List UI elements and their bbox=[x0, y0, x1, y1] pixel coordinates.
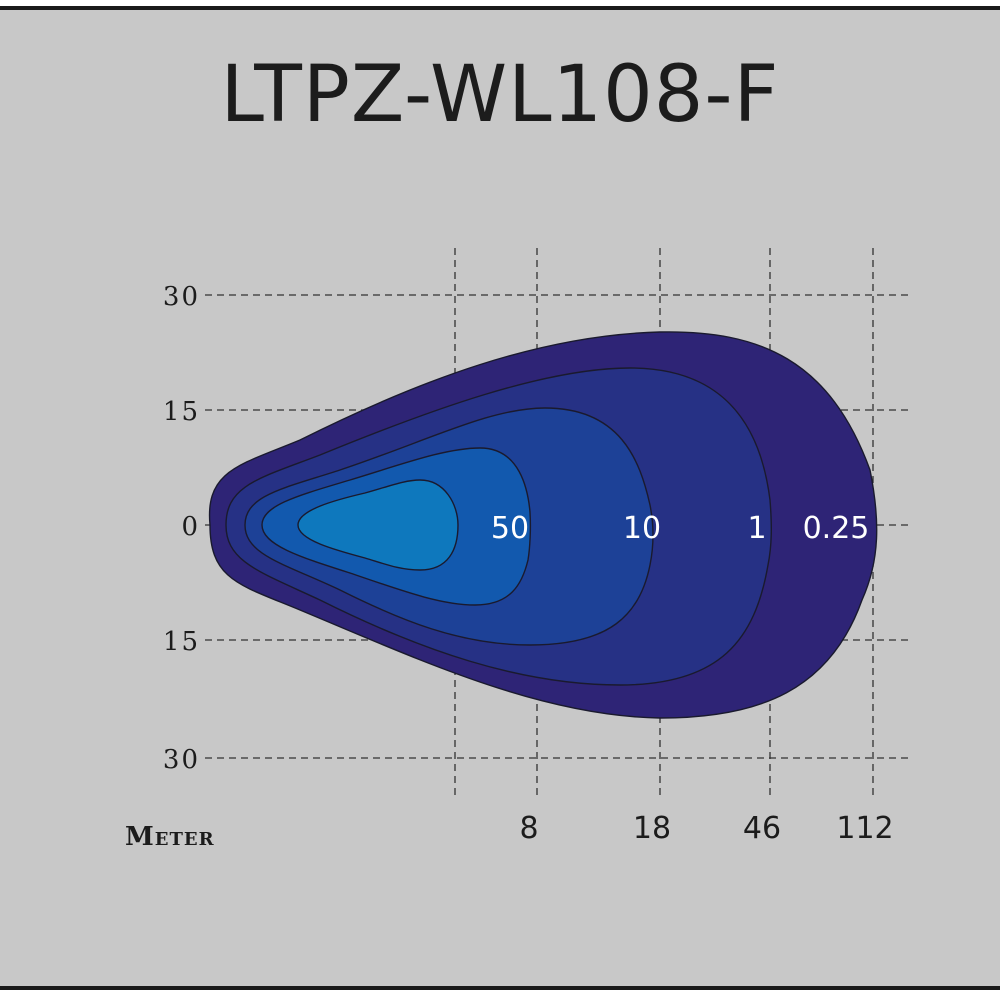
contour-label: 0.25 bbox=[803, 511, 870, 546]
contour-regions bbox=[208, 331, 878, 719]
x-axis-ticks: 8 18 46 112 bbox=[519, 811, 893, 846]
contour-labels: 0.25 1 10 50 bbox=[491, 511, 869, 546]
y-tick-label: 15 bbox=[163, 627, 200, 657]
contour-label: 50 bbox=[491, 511, 529, 546]
x-axis-label: Meter bbox=[125, 822, 215, 852]
x-tick-label: 46 bbox=[743, 811, 781, 846]
y-tick-label: 15 bbox=[163, 397, 200, 427]
y-tick-label: 0 bbox=[181, 512, 200, 542]
x-tick-label: 18 bbox=[633, 811, 671, 846]
y-tick-label: 30 bbox=[163, 745, 200, 775]
chart-title: LTPZ-WL108-F bbox=[220, 50, 780, 140]
x-tick-label: 112 bbox=[836, 811, 893, 846]
y-axis-ticks: 30 15 0 15 30 bbox=[163, 282, 200, 775]
y-tick-label: 30 bbox=[163, 282, 200, 312]
contour-label: 10 bbox=[623, 511, 661, 546]
contour-region bbox=[297, 479, 459, 571]
x-tick-label: 8 bbox=[519, 811, 538, 846]
contour-label: 1 bbox=[747, 511, 766, 546]
